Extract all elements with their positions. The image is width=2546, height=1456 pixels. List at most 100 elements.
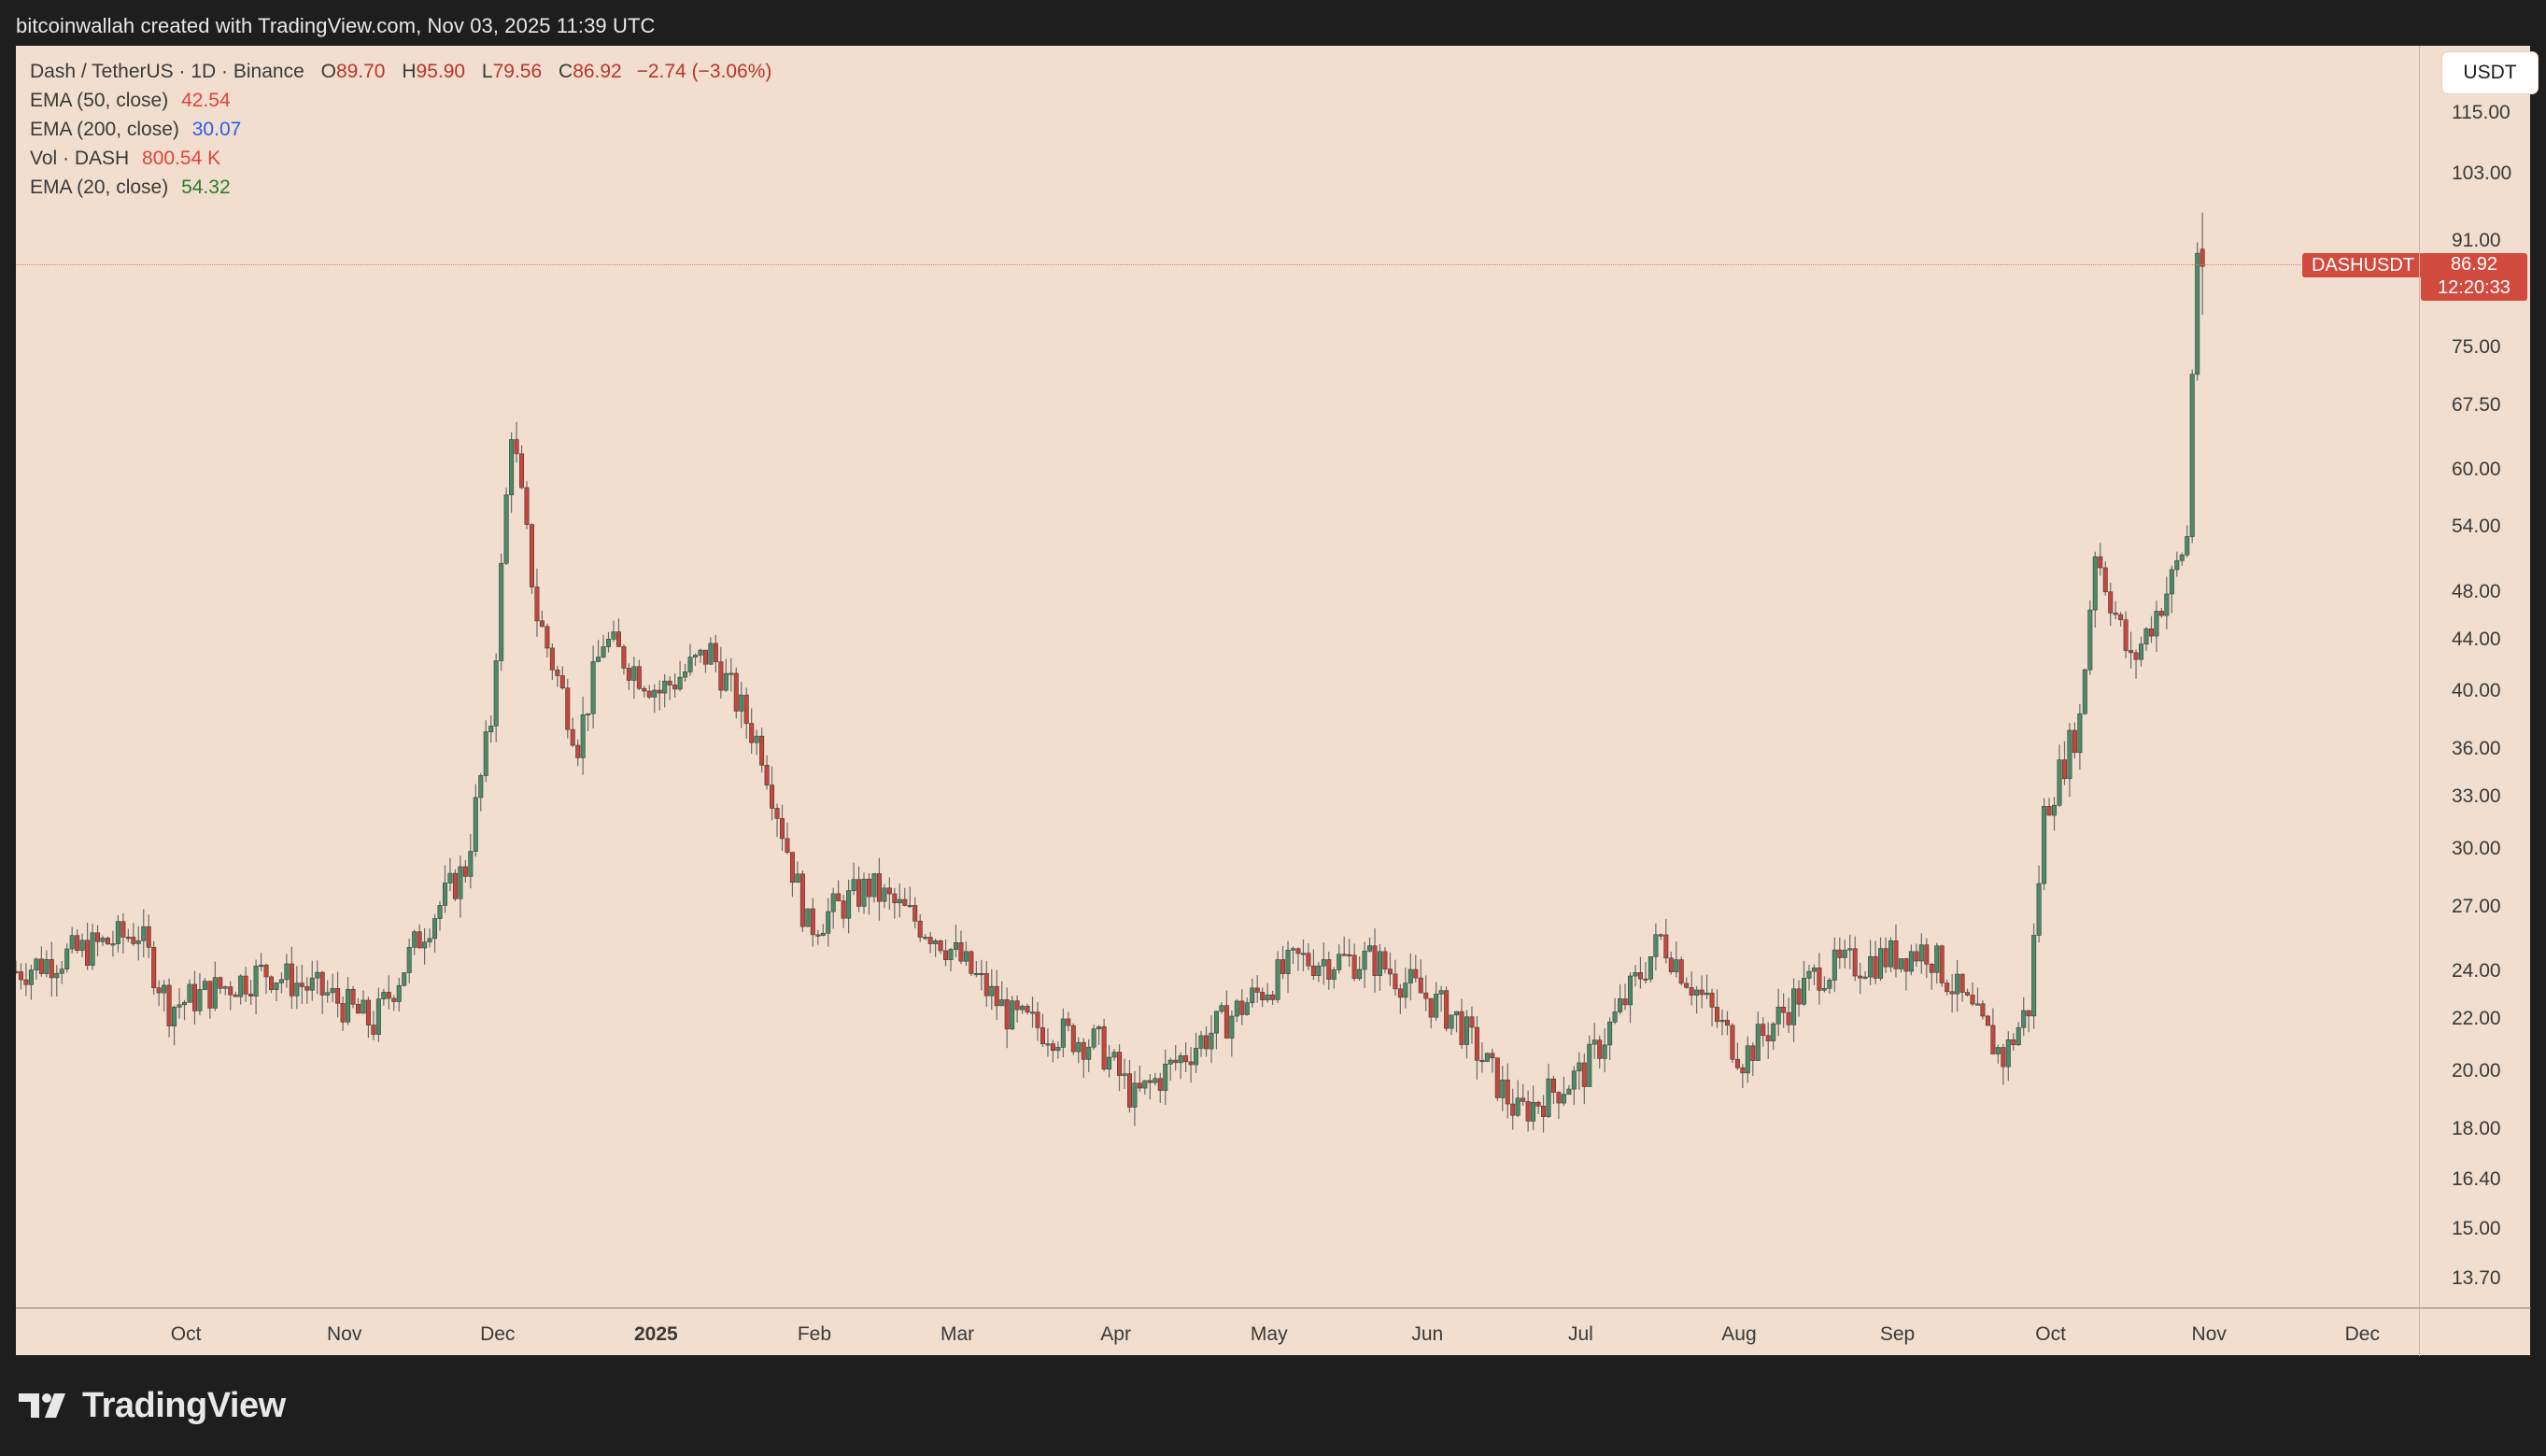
candle-body (182, 1001, 188, 1006)
candle-body (1934, 945, 1940, 973)
chart-pane[interactable]: Dash / TetherUS · 1D · Binance O89.70 H9… (16, 46, 2538, 1356)
indicator-ema50[interactable]: EMA (50, close) 42.54 (30, 86, 771, 115)
candle-body (1628, 975, 1634, 1006)
time-axis[interactable]: Oct Nov Dec 2025 Feb Mar Apr May Jun Jul Aug Sep Oct… (16, 1308, 2419, 1356)
candle (989, 968, 995, 1011)
candle-body (1244, 1002, 1250, 1015)
candle-body (1316, 965, 1322, 976)
candle (2143, 627, 2149, 651)
candle (2087, 600, 2093, 675)
price-axis[interactable]: 115.00 103.00 91.00 75.00 67.50 60.00 54.00 48.… (2419, 46, 2531, 1308)
candle (1142, 1080, 1148, 1096)
candle-body (1847, 948, 1853, 951)
candle (1387, 952, 1393, 986)
candle (1550, 1076, 1556, 1105)
candle-body (1387, 968, 1393, 975)
candle-body (1025, 1006, 1030, 1013)
candle (764, 755, 770, 790)
candle-body (1734, 1058, 1740, 1068)
candle (1020, 1004, 1025, 1014)
candle (615, 618, 621, 647)
candle-body (1423, 992, 1429, 999)
candle-body (1955, 973, 1960, 995)
price-tick-label: 91.00 (2452, 230, 2501, 252)
symbol-label[interactable]: Dash / TetherUS · 1D · Binance (30, 61, 304, 82)
candle (1137, 1065, 1142, 1092)
candle-body (2154, 611, 2159, 637)
candle (565, 678, 571, 739)
candle (927, 931, 933, 954)
candle (1750, 1042, 1756, 1076)
candle-body (1607, 1021, 1613, 1046)
candle-body (172, 1007, 177, 1026)
ohlc-high-key: H (402, 61, 417, 82)
candle-body (422, 941, 428, 949)
candle-body (1306, 953, 1311, 967)
candle-body (1704, 992, 1710, 996)
candle (478, 772, 484, 812)
candle (871, 873, 877, 903)
candle (938, 939, 943, 954)
price-tick-label: 16.40 (2452, 1168, 2501, 1191)
candle (2123, 611, 2129, 658)
candle (1086, 1039, 1092, 1073)
candle-body (1362, 951, 1367, 970)
candle (1459, 998, 1464, 1049)
candle-body (1709, 992, 1715, 1008)
candle-body (2179, 554, 2185, 561)
candle-body (1428, 997, 1434, 1018)
candle-body (1597, 1039, 1603, 1059)
plot-area[interactable]: Dash / TetherUS · 1D · Binance O89.70 H9… (16, 46, 2425, 1308)
candle-body (1234, 1000, 1239, 1017)
indicator-ema200[interactable]: EMA (200, close) 30.07 (30, 115, 771, 144)
candle (1719, 1009, 1725, 1036)
candle (432, 913, 438, 954)
candle (1817, 953, 1822, 1005)
candle (1622, 983, 1628, 1011)
candle (733, 667, 739, 719)
candle-body (1755, 1024, 1761, 1061)
candle-body (667, 680, 672, 686)
candle (1234, 998, 1239, 1023)
candle (141, 909, 147, 958)
candle-body (135, 940, 141, 944)
candle (1107, 1044, 1112, 1078)
candle (559, 666, 565, 690)
symbol-ohlc-row[interactable]: Dash / TetherUS · 1D · Binance O89.70 H9… (30, 57, 771, 86)
candle (1285, 940, 1291, 994)
candle-body (1908, 951, 1914, 972)
candle-body (570, 728, 575, 746)
candle-body (1137, 1082, 1142, 1089)
candle-body (1096, 1026, 1102, 1029)
candlestick-series (16, 212, 2205, 1133)
candle (953, 925, 958, 957)
candle (1637, 956, 1643, 989)
candle-body (1852, 948, 1858, 977)
price-tick-label: 115.00 (2452, 102, 2511, 123)
candle-body (509, 439, 515, 496)
candle-body (1484, 1053, 1490, 1062)
candle (69, 926, 75, 954)
candle (1331, 967, 1337, 989)
candle-body (1985, 1015, 1990, 1026)
indicator-ema20[interactable]: EMA (20, close) 54.32 (30, 173, 771, 202)
indicator-volume[interactable]: Vol · DASH 800.54 K (30, 144, 771, 173)
candle-body (2185, 536, 2190, 556)
candle-body (2016, 1026, 2021, 1046)
candle (892, 888, 898, 919)
candle-body (799, 873, 805, 927)
candle (723, 658, 728, 692)
candle-body (2098, 556, 2103, 569)
candle-body (207, 981, 213, 1009)
candle (718, 646, 724, 699)
candle (315, 960, 320, 995)
candle-body (488, 726, 494, 732)
last-price-badge: 86.92 12:20:33 (2421, 253, 2527, 301)
candle-body (983, 973, 989, 997)
candle-body (805, 908, 811, 927)
candle (259, 953, 264, 971)
currency-unit-button[interactable]: USDT (2442, 52, 2538, 93)
candle (958, 930, 964, 965)
tradingview-logo-icon (19, 1393, 65, 1418)
candle (923, 934, 928, 940)
